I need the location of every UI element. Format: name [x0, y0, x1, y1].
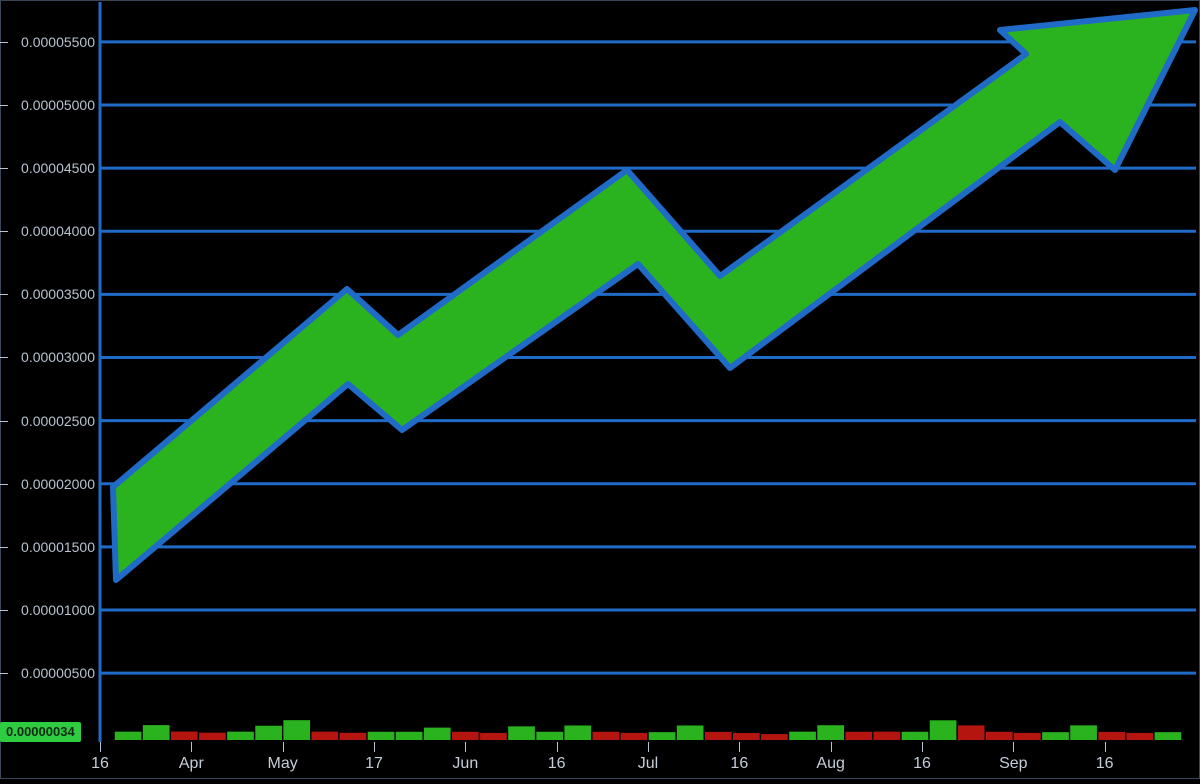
volume-bar [424, 728, 451, 740]
y-tick-label: 0.00003500 [21, 286, 95, 302]
volume-bar [452, 732, 479, 740]
y-tick-mark [0, 168, 8, 169]
volume-bar [508, 726, 535, 740]
volume-bar [705, 732, 732, 740]
y-tick-label: 0.00002000 [21, 476, 95, 492]
volume-bar [1070, 725, 1097, 740]
volume-bar [283, 720, 310, 740]
volume-bar [115, 732, 142, 740]
x-tick-label: Aug [816, 755, 844, 773]
volume-bar [1155, 732, 1182, 740]
volume-bar [761, 734, 788, 740]
x-tick-mark [191, 742, 192, 752]
current-price-badge: 0.00000034 [0, 722, 81, 742]
x-tick-label: Apr [179, 755, 204, 773]
chart-root: 0.00005500 0.00005000 0.00004500 0.00004000… [0, 0, 1200, 779]
x-tick-mark [465, 742, 466, 752]
x-tick-mark [739, 742, 740, 752]
volume-bar [1126, 733, 1153, 740]
volume-bar [1014, 733, 1041, 740]
y-tick-mark [0, 105, 8, 106]
volume-bar [1098, 732, 1125, 740]
volume-bar [677, 725, 704, 740]
y-tick-mark [0, 484, 8, 485]
y-tick-label: 0.00004500 [21, 160, 95, 176]
volume-bar [874, 732, 901, 740]
volume-bar [958, 725, 985, 740]
volume-bar [817, 725, 844, 740]
x-tick-label: 16 [913, 755, 931, 773]
x-tick-label: Jun [452, 755, 478, 773]
x-tick-mark [283, 742, 284, 752]
y-tick-label: 0.00005000 [21, 97, 95, 113]
volume-bar [733, 733, 760, 740]
volume-bar [986, 732, 1013, 740]
x-tick-mark [648, 742, 649, 752]
volume-bar [368, 732, 395, 740]
volume-bar [1042, 732, 1069, 740]
y-tick-mark [0, 421, 8, 422]
x-tick-mark [831, 742, 832, 752]
volume-bar [930, 720, 957, 740]
x-tick-mark [557, 742, 558, 752]
y-tick-mark [0, 547, 8, 548]
x-tick-label: Sep [999, 755, 1027, 773]
volume-bar [311, 732, 338, 740]
x-tick-label: 16 [548, 755, 566, 773]
volume-bar [649, 732, 676, 740]
y-tick-mark [0, 673, 8, 674]
x-tick-label: 16 [730, 755, 748, 773]
y-tick-mark [0, 42, 8, 43]
volume-bar [143, 725, 170, 740]
volume-bar [592, 732, 619, 740]
y-tick-label: 0.00003000 [21, 349, 95, 365]
volume-bar [396, 732, 423, 740]
volume-bar [845, 732, 872, 740]
x-tick-mark [374, 742, 375, 752]
x-tick-label: 16 [91, 755, 109, 773]
x-tick-mark [100, 742, 101, 752]
volume-bar [789, 732, 816, 740]
volume-bar [536, 732, 563, 740]
x-tick-label: Jul [638, 755, 658, 773]
volume-bar [621, 733, 648, 740]
y-tick-label: 0.00001000 [21, 602, 95, 618]
volume-bar [199, 733, 226, 740]
y-tick-label: 0.00002500 [21, 413, 95, 429]
y-tick-label: 0.00005500 [21, 34, 95, 50]
chart-svg [0, 0, 1200, 779]
volume-bar [227, 732, 254, 740]
x-tick-label: May [268, 755, 298, 773]
y-tick-mark [0, 231, 8, 232]
x-tick-label: 16 [1096, 755, 1114, 773]
y-tick-mark [0, 294, 8, 295]
y-tick-label: 0.00000500 [21, 665, 95, 681]
volume-bar [255, 726, 282, 740]
x-tick-mark [1105, 742, 1106, 752]
y-tick-label: 0.00004000 [21, 223, 95, 239]
y-tick-mark [0, 357, 8, 358]
volume-bar [340, 733, 367, 740]
y-tick-label: 0.00001500 [21, 539, 95, 555]
x-tick-mark [1013, 742, 1014, 752]
volume-bar [902, 732, 929, 740]
volume-bar [564, 725, 591, 740]
y-tick-mark [0, 610, 8, 611]
volume-bar [480, 733, 507, 740]
x-tick-mark [922, 742, 923, 752]
x-tick-label: 17 [365, 755, 383, 773]
volume-bar [171, 732, 198, 740]
